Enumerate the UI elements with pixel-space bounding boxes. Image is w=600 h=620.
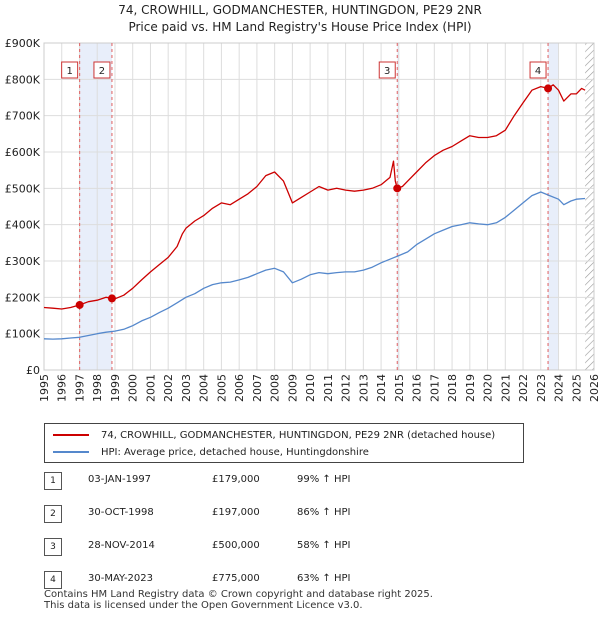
transaction-label-box — [378, 61, 396, 79]
x-tick-label: 1997 — [73, 374, 86, 402]
x-tick-label: 2023 — [535, 374, 548, 402]
transaction-price: £500,000 — [212, 540, 260, 551]
transaction-label: 2 — [99, 66, 105, 77]
x-tick-label: 1998 — [91, 374, 104, 402]
transaction-label-box — [529, 61, 547, 79]
shaded-period — [397, 43, 399, 370]
x-tick-label: 2014 — [375, 374, 388, 402]
transaction-price: £179,000 — [212, 474, 260, 485]
x-tick-label: 2002 — [162, 374, 175, 402]
x-tick-label: 2015 — [393, 374, 406, 402]
legend-swatch-property — [53, 434, 89, 436]
price-chart: £0 £100K £200K £300K £400K £500K £600K £700K £80… — [5, 37, 600, 402]
forecast-hatch — [585, 43, 594, 370]
footer: Contains HM Land Registry data © Crown c… — [44, 589, 433, 611]
legend-item-hpi: HPI: Average price, detached house, Hunt… — [53, 444, 369, 460]
transaction-point — [393, 184, 402, 193]
legend-item-property: 74, CROWHILL, GODMANCHESTER, HUNTINGDON,… — [53, 427, 495, 443]
transaction-price: £197,000 — [212, 507, 260, 518]
transaction-label: 4 — [535, 66, 541, 77]
transaction-date: 03-JAN-1997 — [88, 474, 152, 485]
plot-border — [43, 42, 595, 371]
x-tick-label: 2016 — [411, 374, 424, 402]
x-tick-label: 2020 — [482, 374, 495, 402]
x-tick-label: 2017 — [428, 374, 441, 402]
shaded-period — [79, 43, 112, 370]
x-tick-label: 2008 — [269, 374, 282, 402]
legend: 74, CROWHILL, GODMANCHESTER, HUNTINGDON,… — [44, 423, 524, 463]
transaction-point — [544, 84, 553, 93]
x-tick-label: 2025 — [570, 374, 583, 402]
x-tick-label: 2013 — [357, 374, 370, 402]
transaction-label: 1 — [66, 66, 72, 77]
transaction-badge: 1 — [44, 472, 62, 490]
transaction-label-box — [93, 61, 111, 79]
x-tick-label: 2005 — [215, 374, 228, 402]
transaction-badge: 2 — [44, 505, 62, 523]
x-tick-label: 2006 — [233, 374, 246, 402]
x-tick-label: 2021 — [499, 374, 512, 402]
chart-subtitle: Price paid vs. HM Land Registry's House … — [128, 20, 472, 34]
x-tick-label: 1996 — [56, 374, 69, 402]
table-row: 3 28-NOV-2014 £500,000 58% ↑ HPI — [44, 538, 464, 558]
x-tick-label: 2007 — [251, 374, 264, 402]
x-tick-label: 2018 — [446, 374, 459, 402]
transaction-label-box — [61, 61, 79, 79]
transaction-hpi: 86% ↑ HPI — [297, 507, 351, 518]
transaction-date: 30-MAY-2023 — [88, 573, 154, 584]
table-row: 4 30-MAY-2023 £775,000 63% ↑ HPI — [44, 571, 464, 591]
y-tick-label: £200K — [5, 291, 41, 304]
chart-title: 74, CROWHILL, GODMANCHESTER, HUNTINGDON,… — [118, 3, 482, 17]
y-tick-label: £300K — [5, 255, 41, 268]
transaction-date: 30-OCT-1998 — [88, 507, 154, 518]
y-tick-label: £900K — [5, 37, 41, 50]
x-tick-label: 2022 — [517, 374, 530, 402]
transaction-hpi: 63% ↑ HPI — [297, 573, 351, 584]
legend-label-hpi: HPI: Average price, detached house, Hunt… — [101, 446, 369, 458]
footer-licence: This data is licensed under the Open Gov… — [44, 600, 363, 611]
plot-area — [44, 43, 594, 370]
footer-copyright: Contains HM Land Registry data © Crown c… — [44, 589, 433, 600]
y-tick-label: £100K — [5, 328, 41, 341]
x-tick-label: 2012 — [340, 374, 353, 402]
x-tick-label: 1999 — [109, 374, 122, 402]
x-tick-label: 2011 — [322, 374, 335, 402]
y-tick-label: £800K — [5, 73, 41, 86]
x-tick-label: 2026 — [588, 374, 600, 402]
transaction-point — [107, 294, 116, 303]
x-tick-label: 2000 — [127, 374, 140, 402]
transaction-hpi: 99% ↑ HPI — [297, 474, 351, 485]
x-tick-label: 2024 — [553, 374, 566, 402]
property-price-line — [43, 84, 586, 310]
y-tick-label: £0 — [26, 364, 40, 377]
x-tick-label: 1995 — [38, 374, 51, 402]
x-tick-label: 2019 — [464, 374, 477, 402]
transaction-price: £775,000 — [212, 573, 260, 584]
shaded-period — [548, 43, 559, 370]
legend-swatch-hpi — [53, 451, 89, 453]
x-tick-label: 2004 — [198, 374, 211, 402]
transaction-hpi: 58% ↑ HPI — [297, 540, 351, 551]
transaction-label: 3 — [384, 66, 390, 77]
y-tick-label: £500K — [5, 182, 41, 195]
x-tick-label: 2010 — [304, 374, 317, 402]
table-row: 1 03-JAN-1997 £179,000 99% ↑ HPI — [44, 472, 464, 492]
x-tick-label: 2001 — [144, 374, 157, 402]
transaction-badge: 3 — [44, 538, 62, 556]
transaction-point — [75, 300, 84, 309]
y-tick-label: £700K — [5, 110, 41, 123]
table-row: 2 30-OCT-1998 £197,000 86% ↑ HPI — [44, 505, 464, 525]
x-tick-label: 2009 — [286, 374, 299, 402]
y-tick-label: £400K — [5, 219, 41, 232]
legend-label-property: 74, CROWHILL, GODMANCHESTER, HUNTINGDON,… — [101, 429, 496, 441]
hpi-line — [43, 191, 586, 340]
transaction-date: 28-NOV-2014 — [88, 540, 155, 551]
x-tick-label: 2003 — [180, 374, 193, 402]
transaction-badge: 4 — [44, 571, 62, 589]
y-tick-label: £600K — [5, 146, 41, 159]
